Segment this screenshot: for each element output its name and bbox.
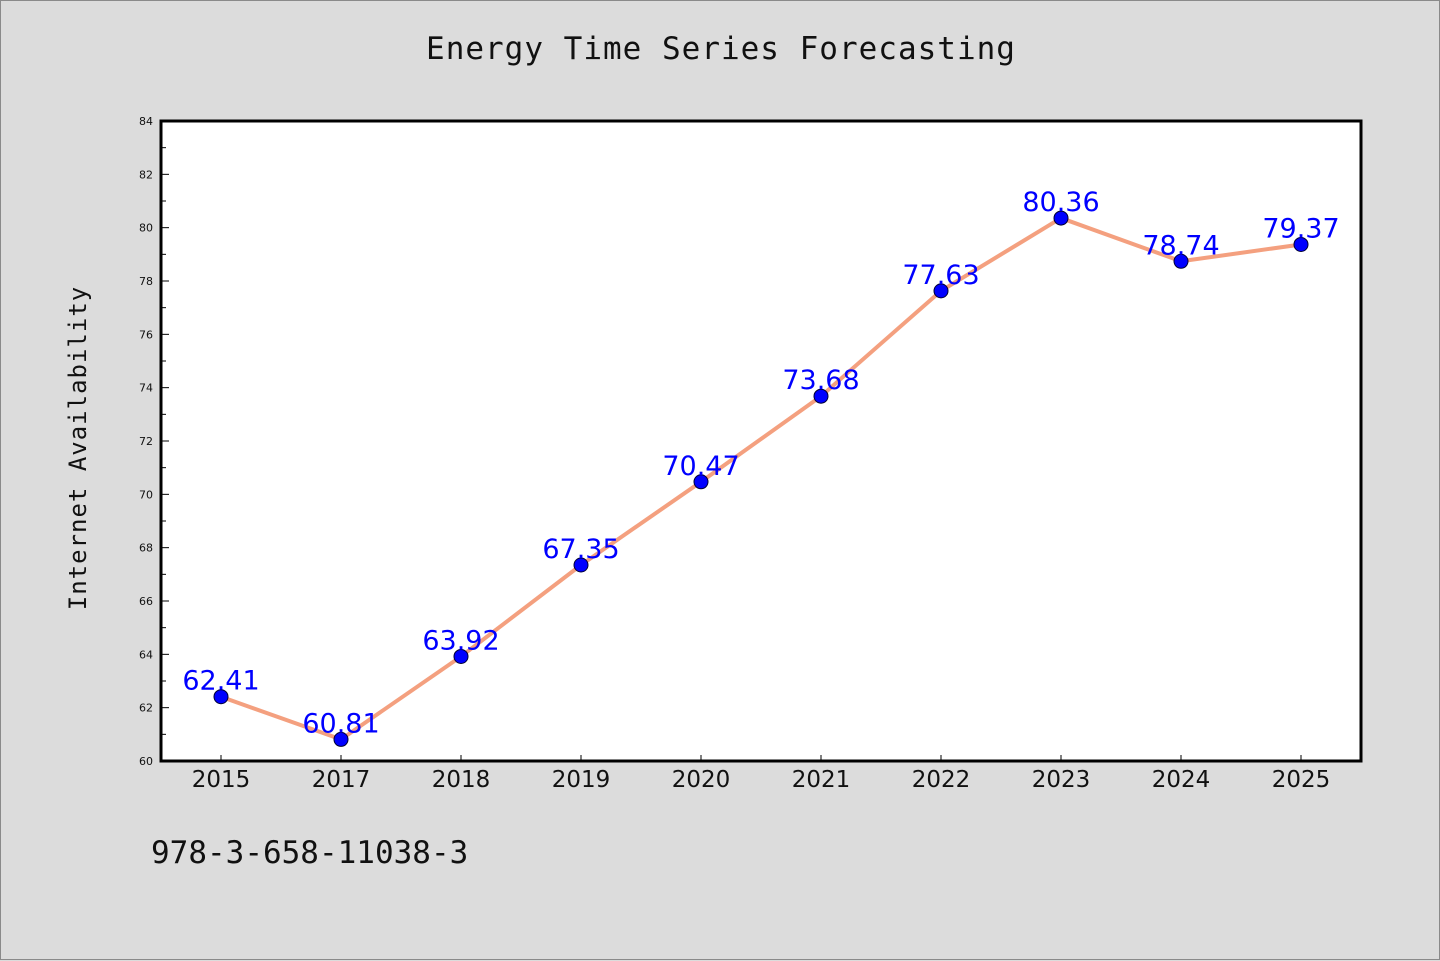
y-tick-label: 74 bbox=[139, 382, 153, 395]
y-tick-label: 82 bbox=[139, 168, 153, 181]
y-tick-label: 62 bbox=[139, 702, 153, 715]
data-point bbox=[933, 283, 949, 299]
data-point bbox=[453, 648, 469, 664]
y-tick-label: 84 bbox=[139, 115, 153, 128]
data-point bbox=[1053, 210, 1069, 226]
data-label: 67.35 bbox=[542, 534, 619, 565]
x-tick-label: 2018 bbox=[432, 767, 491, 793]
data-label: 70.47 bbox=[662, 451, 739, 482]
x-tick-label: 2019 bbox=[552, 767, 611, 793]
y-tick-label: 72 bbox=[139, 435, 153, 448]
y-tick-label: 76 bbox=[139, 328, 153, 341]
data-point bbox=[333, 731, 349, 747]
series-line bbox=[219, 216, 1303, 742]
x-tick-label: 2020 bbox=[672, 767, 731, 793]
plot-border bbox=[159, 119, 1363, 763]
data-point bbox=[1293, 236, 1309, 252]
data-label: 78.74 bbox=[1142, 230, 1219, 261]
x-tick-label: 2024 bbox=[1152, 767, 1211, 793]
y-tick-label: 78 bbox=[139, 275, 153, 288]
x-tick-label: 2023 bbox=[1032, 767, 1091, 793]
y-tick-label: 68 bbox=[139, 542, 153, 555]
data-point bbox=[693, 474, 709, 490]
data-point bbox=[1173, 253, 1189, 269]
y-tick-label: 66 bbox=[139, 595, 153, 608]
data-label: 60.81 bbox=[302, 708, 379, 739]
x-tick-label: 2025 bbox=[1272, 767, 1331, 793]
data-point bbox=[573, 557, 589, 573]
footer-code: 978-3-658-11038-3 bbox=[151, 835, 469, 871]
x-tick-label: 2015 bbox=[192, 767, 251, 793]
chart-title: Energy Time Series Forecasting bbox=[426, 31, 1016, 67]
x-tick-label: 2021 bbox=[792, 767, 851, 793]
data-label: 79.37 bbox=[1262, 213, 1339, 244]
data-label: 62.41 bbox=[182, 666, 259, 697]
data-point bbox=[813, 388, 829, 404]
data-label: 80.36 bbox=[1022, 187, 1099, 218]
y-tick-label: 60 bbox=[139, 755, 153, 768]
y-tick-label: 80 bbox=[139, 222, 153, 235]
data-point bbox=[213, 689, 229, 705]
data-label: 63.92 bbox=[422, 625, 499, 656]
y-tick-label: 64 bbox=[139, 648, 153, 661]
data-label: 73.68 bbox=[782, 365, 859, 396]
y-tick-label: 70 bbox=[139, 488, 153, 501]
data-label: 77.63 bbox=[902, 260, 979, 291]
x-tick-label: 2017 bbox=[312, 767, 371, 793]
x-tick-label: 2022 bbox=[912, 767, 971, 793]
